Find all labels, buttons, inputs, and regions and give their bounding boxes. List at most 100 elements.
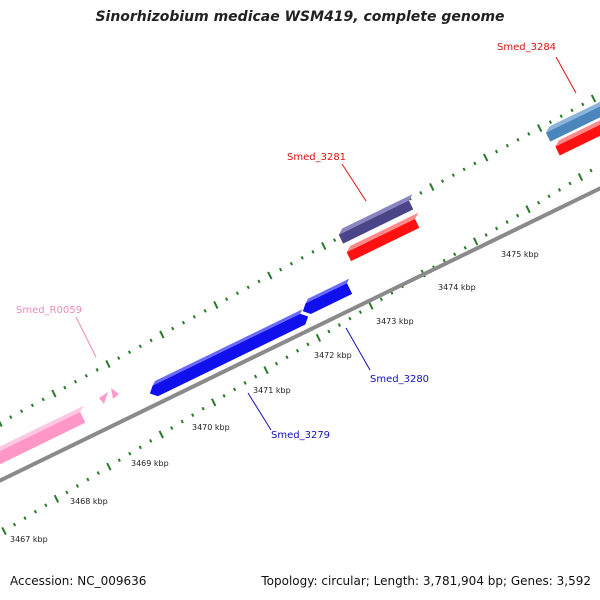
leader-smed-3280 — [345, 327, 371, 371]
major-tick — [590, 94, 597, 103]
minor-tick — [12, 522, 17, 527]
minor-tick — [63, 385, 67, 390]
minor-tick — [192, 314, 196, 319]
minor-tick — [536, 200, 541, 205]
major-tick — [105, 359, 111, 369]
feature-smed-3281-purple[interactable] — [337, 194, 419, 244]
minor-tick — [440, 179, 445, 183]
minor-tick — [138, 445, 142, 450]
major-tick — [213, 300, 219, 310]
minor-tick — [128, 451, 132, 456]
scale-label: 3470 kbp — [192, 423, 230, 432]
minor-tick — [289, 261, 293, 266]
minor-tick — [295, 348, 300, 353]
gene-label-smed-3279[interactable]: Smed_3279 — [271, 430, 330, 441]
minor-tick — [451, 173, 455, 178]
minor-tick — [253, 374, 258, 379]
minor-tick — [285, 355, 289, 360]
minor-tick — [257, 279, 261, 284]
map-title: Sinorhizobium medicae WSM419, complete g… — [95, 9, 505, 25]
minor-tick — [75, 484, 80, 488]
minor-tick — [243, 381, 247, 385]
minor-tick — [311, 250, 315, 254]
minor-tick — [547, 194, 551, 199]
minor-tick — [117, 356, 121, 360]
minor-tick — [181, 320, 186, 325]
major-tick — [368, 301, 374, 310]
minor-tick — [225, 297, 229, 301]
minor-tick — [505, 143, 509, 148]
minor-tick — [589, 168, 593, 173]
major-tick — [158, 430, 164, 439]
feature-smed-3281-red[interactable] — [345, 212, 425, 262]
major-tick — [0, 420, 3, 428]
scale-label: 3474 kbp — [438, 283, 476, 292]
minor-tick — [527, 132, 531, 136]
minor-tick — [171, 326, 175, 331]
scale-label: 3471 kbp — [253, 386, 291, 395]
minor-tick — [96, 471, 100, 475]
gene-label-smed-3280[interactable]: Smed_3280 — [370, 374, 429, 385]
major-tick — [537, 123, 543, 133]
minor-tick — [557, 187, 562, 192]
minor-tick — [44, 503, 48, 508]
minor-tick — [95, 368, 99, 372]
major-tick — [429, 182, 435, 192]
scale-label: 3472 kbp — [314, 351, 352, 360]
major-tick — [483, 153, 489, 162]
genome-summary-text: Topology: circular; Length: 3,781,904 bp… — [261, 574, 591, 588]
minor-tick — [358, 310, 363, 315]
minor-tick — [570, 108, 574, 113]
minor-tick — [117, 458, 121, 463]
minor-tick — [73, 379, 78, 384]
major-tick — [211, 398, 217, 407]
minor-tick — [9, 415, 13, 419]
scale-label: 3473 kbp — [376, 317, 414, 326]
minor-tick — [84, 373, 88, 378]
major-tick — [315, 333, 322, 342]
minor-tick — [203, 309, 207, 313]
minor-tick — [494, 226, 499, 231]
minor-tick — [568, 181, 572, 186]
minor-tick — [581, 102, 585, 107]
minor-tick — [337, 323, 342, 327]
minor-tick — [327, 329, 331, 334]
feature-smed-3284-red[interactable] — [554, 118, 600, 156]
outer-tick-row — [0, 94, 597, 428]
minor-tick — [149, 338, 153, 343]
minor-tick — [170, 426, 174, 430]
minor-tick — [484, 233, 488, 237]
feature-smed-r0059-rna[interactable] — [0, 405, 91, 469]
minor-tick — [516, 213, 520, 218]
minor-tick — [201, 406, 205, 411]
scale-label: 3468 kbp — [70, 497, 108, 506]
minor-tick — [559, 114, 563, 119]
gene-label-smed-r0059[interactable]: Smed_R0059 — [16, 305, 82, 316]
major-tick — [51, 389, 57, 398]
minor-tick — [462, 167, 466, 172]
gene-label-smed-3284[interactable]: Smed_3284 — [497, 42, 556, 53]
minor-tick — [494, 149, 499, 154]
minor-tick — [191, 413, 195, 418]
feature-small-arrow-2 — [111, 388, 119, 399]
minor-tick — [419, 191, 423, 195]
minor-tick — [246, 285, 250, 290]
major-tick — [106, 462, 112, 471]
feature-smed-3279[interactable] — [146, 308, 311, 399]
minor-tick — [222, 393, 226, 398]
minor-tick — [235, 291, 239, 296]
scale-label: 3467 kbp — [10, 535, 48, 544]
gene-label-smed-3281[interactable]: Smed_3281 — [287, 152, 346, 163]
major-tick — [577, 172, 584, 182]
genome-backbone — [0, 186, 600, 483]
feature-smed-3284-steelblue[interactable] — [544, 100, 600, 142]
feature-smed-3280[interactable] — [299, 278, 356, 317]
minor-tick — [300, 255, 304, 260]
minor-tick — [333, 238, 337, 242]
minor-tick — [279, 267, 283, 272]
minor-tick — [23, 516, 27, 521]
minor-tick — [127, 350, 132, 355]
accession-text: Accession: NC_009636 — [10, 574, 147, 588]
minor-tick — [20, 409, 24, 414]
minor-tick — [306, 342, 310, 347]
